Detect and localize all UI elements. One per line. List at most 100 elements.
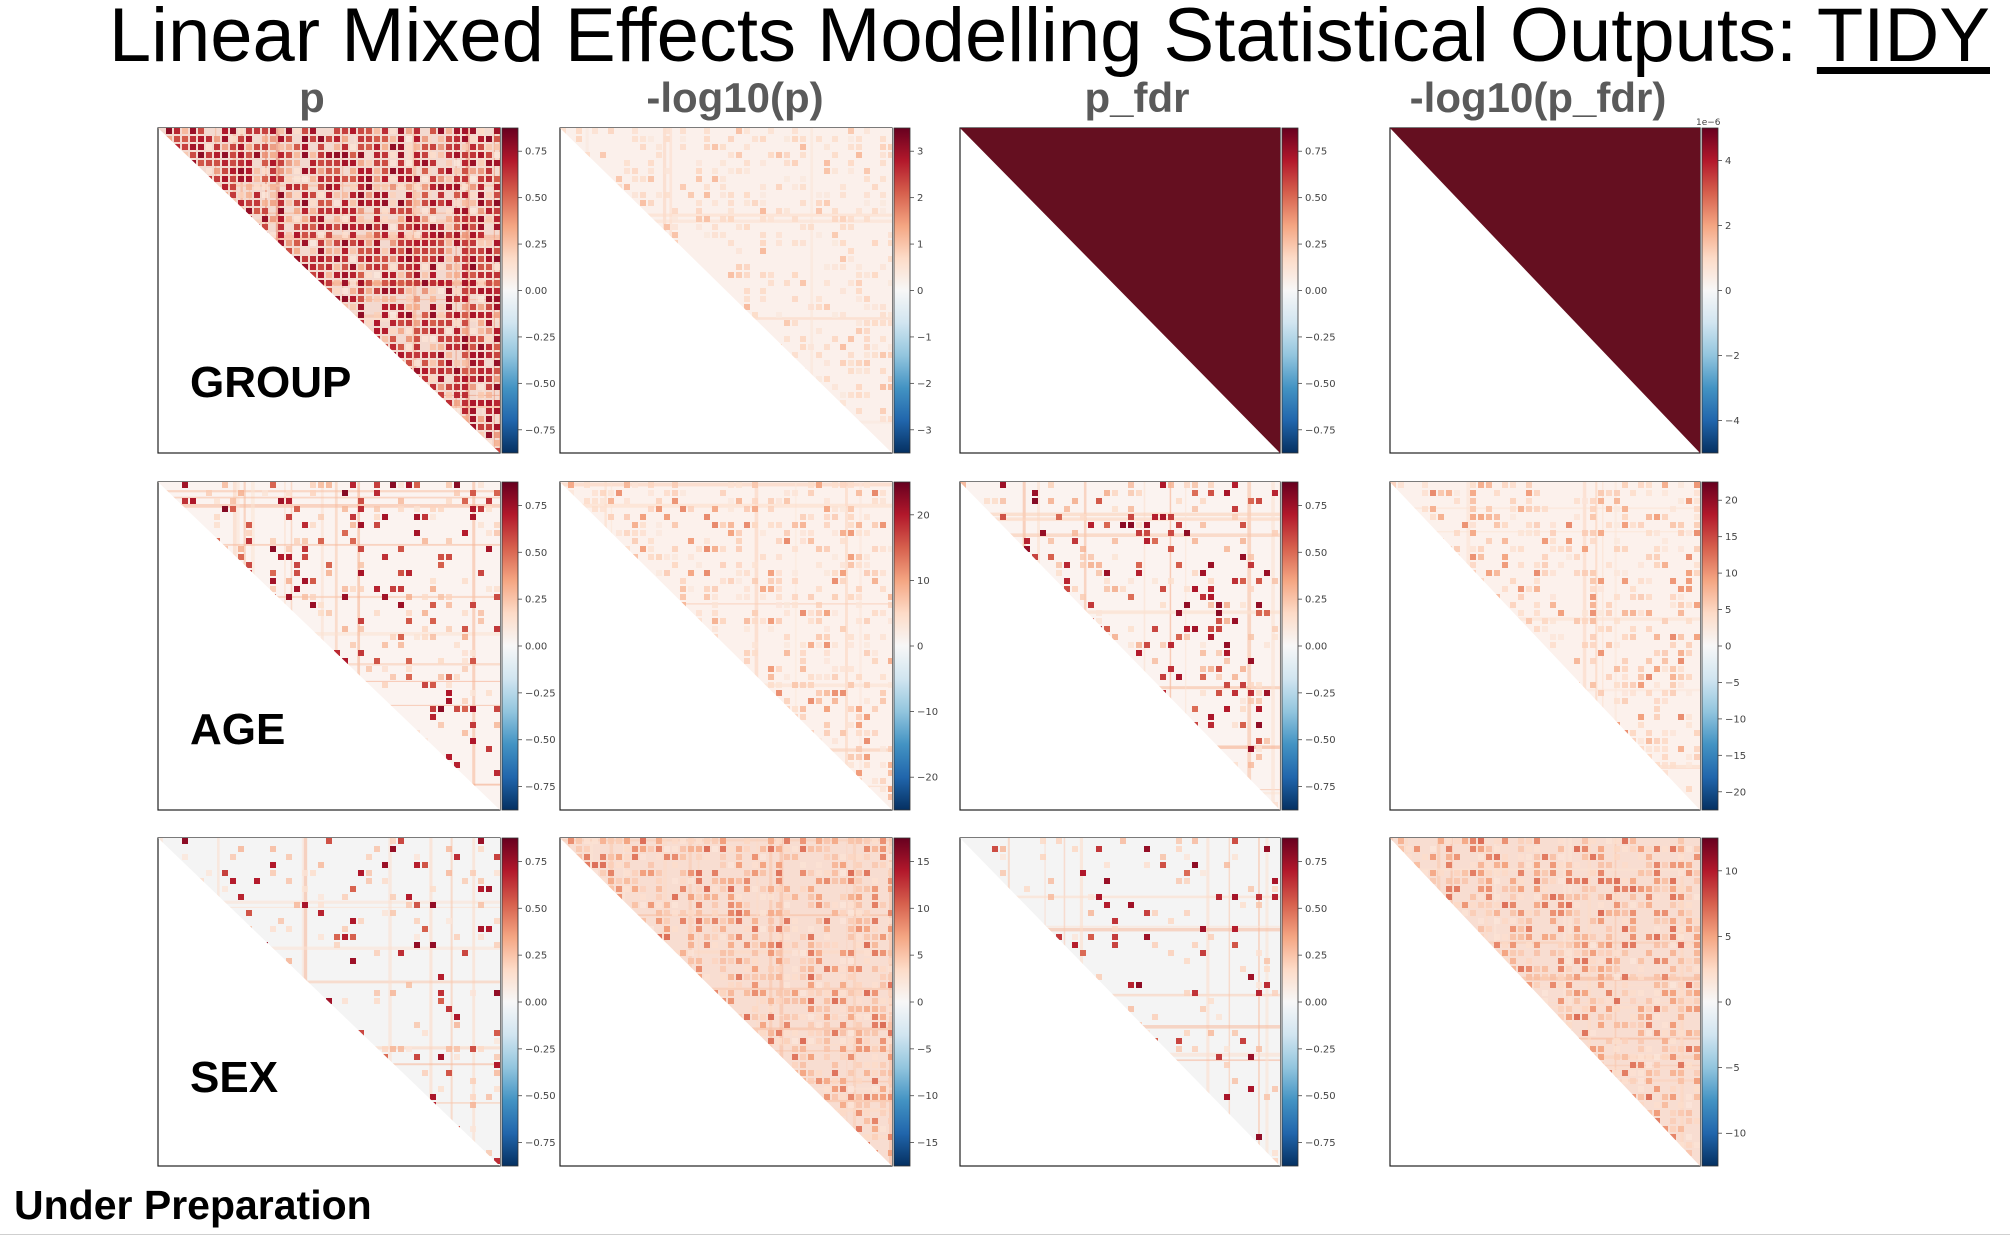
title-emphasis: TIDY — [1816, 0, 1990, 78]
colorbar-tick-label: 0.50 — [1305, 548, 1327, 559]
colorbar-tick-label: −0.75 — [525, 1138, 556, 1149]
colorbar-tick-label: 3 — [917, 147, 923, 158]
colorbar-tick-label: −0.25 — [1305, 332, 1336, 343]
heatmap-panel-group-log10-p-fdr: 4 2 0 −2 −4 1e−6 — [1389, 118, 1740, 454]
colorbar-tick-label: 0.00 — [525, 642, 547, 653]
colorbar-tick-label: −0.50 — [525, 379, 556, 390]
colorbar-tick-label: −0.50 — [1305, 379, 1336, 390]
heatmap-panel-age-log10-p-fdr: 20 15 10 5 0 −5 −10 −15 −20 — [1389, 481, 1746, 811]
colorbar — [893, 127, 911, 454]
colorbar — [1701, 127, 1719, 454]
colorbar-tick-label: 0.50 — [525, 904, 547, 915]
colorbar-tick-label: −0.25 — [525, 332, 556, 343]
colorbar-tick-label: −0.25 — [1305, 1044, 1336, 1055]
colorbar-tick-label: 0.25 — [1305, 595, 1327, 606]
colorbar-tick-label: 0.75 — [1305, 501, 1327, 512]
colorbar-tick-label: −5 — [1725, 678, 1740, 689]
colorbar-tick-label: −0.25 — [1305, 688, 1336, 699]
title-main: Linear Mixed Effects Modelling Statistic… — [108, 0, 1817, 78]
colorbar-tick-label: −10 — [1725, 714, 1746, 725]
colorbar-tick-label: 0.50 — [1305, 193, 1327, 204]
heatmap-panel-group-p-fdr: 0.75 0.50 0.25 0.00 −0.25 −0.50 −0.75 — [959, 127, 1336, 454]
column-header-p: p — [299, 74, 325, 121]
colorbar-tick-label: 15 — [1725, 532, 1738, 543]
colorbar-tick-label: 0.75 — [525, 857, 547, 868]
colorbar — [501, 127, 519, 454]
colorbar-tick-label: −20 — [917, 773, 938, 784]
column-header-neglog10-p: -log10(p) — [646, 74, 824, 121]
colorbar-tick-label: 4 — [1725, 156, 1731, 167]
colorbar-tick-label: 0.50 — [525, 548, 547, 559]
colorbar-tick-label: 0.00 — [1305, 642, 1327, 653]
heatmap-panel-sex-p-fdr: 0.75 0.50 0.25 0.00 −0.25 −0.50 −0.75 — [959, 837, 1336, 1167]
colorbar-tick-label: −2 — [917, 379, 932, 390]
colorbar-tick-label: 0 — [1725, 286, 1731, 297]
colorbar-tick-label: −0.75 — [1305, 1138, 1336, 1149]
colorbar-tick-label: 0.75 — [525, 147, 547, 158]
colorbar-tick-label: −3 — [917, 425, 932, 436]
row-label-age: AGE — [190, 705, 286, 754]
colorbar — [1701, 837, 1719, 1167]
colorbar — [1281, 481, 1299, 811]
heatmap-panel-sex-log10-p-fdr: 10 5 0 −5 −10 — [1389, 837, 1746, 1167]
heatmap-panel-age-p: 0.75 0.50 0.25 0.00 −0.25 −0.50 −0.75 — [157, 481, 556, 811]
colorbar-tick-label: −10 — [1725, 1129, 1746, 1140]
colorbar-tick-label: 10 — [1725, 569, 1738, 580]
colorbar-tick-label: 0.25 — [1305, 951, 1327, 962]
colorbar-tick-label: 0 — [1725, 642, 1731, 653]
colorbar-tick-label: 1 — [917, 240, 923, 251]
colorbar-tick-label: 5 — [1725, 605, 1731, 616]
colorbar — [1281, 837, 1299, 1167]
colorbar — [501, 481, 519, 811]
colorbar-tick-label: 15 — [917, 857, 930, 868]
colorbar-tick-label: 0.25 — [525, 240, 547, 251]
colorbar — [1281, 127, 1299, 454]
colorbar-tick-label: 0.25 — [525, 951, 547, 962]
colorbar-tick-label: 0.00 — [1305, 286, 1327, 297]
colorbar-tick-label: −2 — [1725, 351, 1740, 362]
colorbar-tick-label: 0.25 — [1305, 240, 1327, 251]
colorbar-tick-label: −0.25 — [525, 688, 556, 699]
colorbar-tick-label: −1 — [917, 332, 932, 343]
heatmap-panel-group-p: 0.75 0.50 0.25 0.00 −0.25 −0.50 −0.75 — [157, 127, 556, 454]
column-header-p-fdr: p_fdr — [1084, 74, 1190, 121]
colorbar-tick-label: −10 — [917, 1091, 938, 1102]
colorbar-tick-label: −20 — [1725, 787, 1746, 798]
heatmap-panel-age-p-fdr: 0.75 0.50 0.25 0.00 −0.25 −0.50 −0.75 — [959, 481, 1336, 811]
row-label-sex: SEX — [190, 1053, 279, 1102]
row-label-group: GROUP — [190, 358, 352, 407]
colorbar-tick-label: 5 — [917, 951, 923, 962]
column-header-neglog10-p-fdr: -log10(p_fdr) — [1409, 74, 1667, 121]
colorbar-tick-label: −0.50 — [525, 1091, 556, 1102]
colorbar-tick-label: 5 — [1725, 932, 1731, 943]
colorbar-tick-label: 0.75 — [1305, 147, 1327, 158]
colorbar-tick-label: −0.75 — [1305, 425, 1336, 436]
colorbar — [1701, 481, 1719, 811]
colorbar-tick-label: −10 — [917, 707, 938, 718]
colorbar-tick-label: −5 — [1725, 1063, 1740, 1074]
colorbar-tick-label: 20 — [917, 510, 930, 521]
colorbar-tick-label: 2 — [1725, 221, 1731, 232]
colorbar-tick-label: −0.25 — [525, 1044, 556, 1055]
colorbar-offset-label: 1e−6 — [1696, 118, 1721, 128]
colorbar-tick-label: 0.00 — [1305, 998, 1327, 1009]
colorbar-tick-label: 0.00 — [525, 286, 547, 297]
colorbar-tick-label: 10 — [1725, 866, 1738, 877]
colorbar-tick-label: 2 — [917, 193, 923, 204]
colorbar-tick-label: 0 — [917, 998, 923, 1009]
slide-title: Linear Mixed Effects Modelling Statistic… — [0, 0, 1990, 78]
colorbar-tick-label: 0.25 — [525, 595, 547, 606]
colorbar-tick-label: 0 — [1725, 998, 1731, 1009]
heatmap-panel-group-log10-p: 3 2 1 0 −1 −2 −3 — [559, 127, 932, 454]
colorbar-tick-label: 0.75 — [1305, 857, 1327, 868]
colorbar-tick-label: 10 — [917, 904, 930, 915]
colorbar-tick-label: −0.50 — [1305, 1091, 1336, 1102]
colorbar-tick-label: −0.50 — [525, 735, 556, 746]
colorbar-tick-label: 0 — [917, 642, 923, 653]
colorbar-tick-label: −0.75 — [525, 425, 556, 436]
colorbar-tick-label: 20 — [1725, 496, 1738, 507]
colorbar — [893, 837, 911, 1167]
slide-bottom-rule — [0, 1234, 2010, 1235]
heatmap-panel-age-log10-p: 20 10 0 −10 −20 — [559, 481, 938, 811]
